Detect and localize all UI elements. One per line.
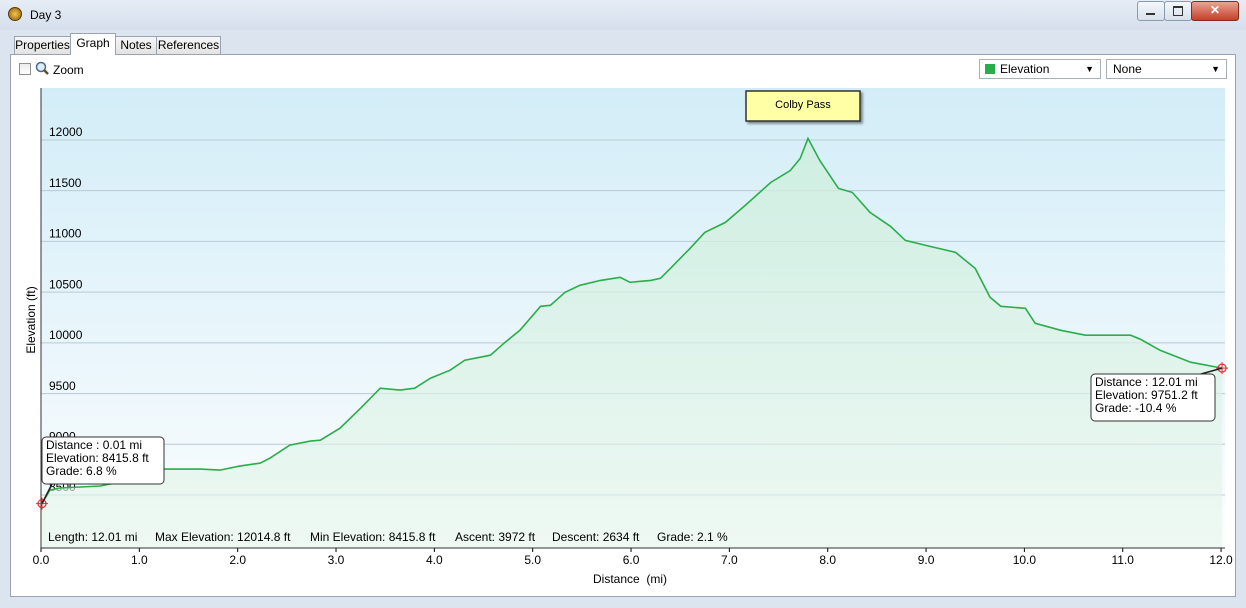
- x-axis-title: Distance (mi): [593, 572, 667, 586]
- callout-text: Elevation: 8415.8 ft: [46, 451, 149, 465]
- select-label: None: [1113, 62, 1142, 76]
- x-tick-label: 12.0: [1209, 553, 1233, 567]
- x-tick-label: 9.0: [918, 553, 935, 567]
- callout-text: Grade: 6.8 %: [46, 464, 117, 478]
- app-icon: [8, 7, 22, 21]
- x-tick-label: 4.0: [426, 553, 443, 567]
- x-tick-label: 2.0: [229, 553, 246, 567]
- dropdown-arrow: ▼: [1211, 64, 1220, 74]
- y-tick-label: 12000: [49, 125, 83, 139]
- callout-pointer: [1200, 367, 1223, 375]
- stat-label: Ascent: 3972 ft: [455, 530, 536, 544]
- x-tick-label: 10.0: [1013, 553, 1037, 567]
- zoom-label: Zoom: [53, 63, 84, 77]
- window-title: Day 3: [30, 8, 62, 22]
- callout-text: Grade: -10.4 %: [1095, 401, 1177, 415]
- elevation-area: [41, 138, 1223, 548]
- y-tick-label: 9500: [49, 379, 76, 393]
- close-button[interactable]: ✕: [1191, 1, 1239, 21]
- y-tick-label: 10000: [49, 328, 83, 342]
- x-tick-label: 6.0: [623, 553, 640, 567]
- x-tick-label: 1.0: [131, 553, 148, 567]
- tab[interactable]: Graph: [70, 33, 116, 55]
- dropdown-arrow: ▼: [1085, 64, 1094, 74]
- second-select[interactable]: None ▼: [1106, 59, 1227, 79]
- y-axis-title: Elevation (ft): [24, 286, 38, 353]
- stat-label: Length: 12.01 mi: [48, 530, 137, 544]
- callout-text: Distance : 12.01 mi: [1095, 375, 1198, 389]
- title-bar: Day 3 ✕: [0, 0, 1246, 30]
- stat-label: Grade: 2.1 %: [657, 530, 728, 544]
- x-tick-label: 8.0: [819, 553, 836, 567]
- stat-label: Min Elevation: 8415.8 ft: [310, 530, 436, 544]
- x-tick-label: 7.0: [721, 553, 738, 567]
- tab[interactable]: References: [156, 36, 221, 54]
- callout-box: [1090, 373, 1216, 422]
- callout-text: Distance : 0.01 mi: [46, 438, 142, 452]
- stat-label: Max Elevation: 12014.8 ft: [155, 530, 291, 544]
- legend-label: Elevation: [1000, 62, 1050, 76]
- callout-text: Elevation: 9751.2 ft: [1095, 388, 1198, 402]
- elevation-line: [41, 136, 1223, 505]
- callout-box: [41, 436, 165, 485]
- y-tick-label: 11500: [49, 176, 82, 190]
- x-tick-label: 0.0: [33, 553, 50, 567]
- x-tick-label: 11.0: [1111, 553, 1134, 567]
- stat-label: Descent: 2634 ft: [552, 530, 640, 544]
- legend-swatch: [985, 64, 995, 74]
- zoom-icon: [35, 61, 49, 75]
- x-tick-label: 3.0: [328, 553, 345, 567]
- zoom-checkbox[interactable]: [19, 63, 31, 75]
- tab[interactable]: Notes: [115, 36, 157, 54]
- tab[interactable]: Properties: [14, 36, 71, 54]
- annotation-text: Colby Pass: [775, 99, 831, 111]
- x-tick-label: 5.0: [524, 553, 541, 567]
- callout-pointer: [41, 483, 53, 504]
- annotation-box: [745, 90, 861, 122]
- series-select[interactable]: Elevation ▼: [979, 59, 1101, 79]
- y-tick-label: 11000: [49, 227, 82, 241]
- y-tick-label: 10500: [49, 277, 83, 291]
